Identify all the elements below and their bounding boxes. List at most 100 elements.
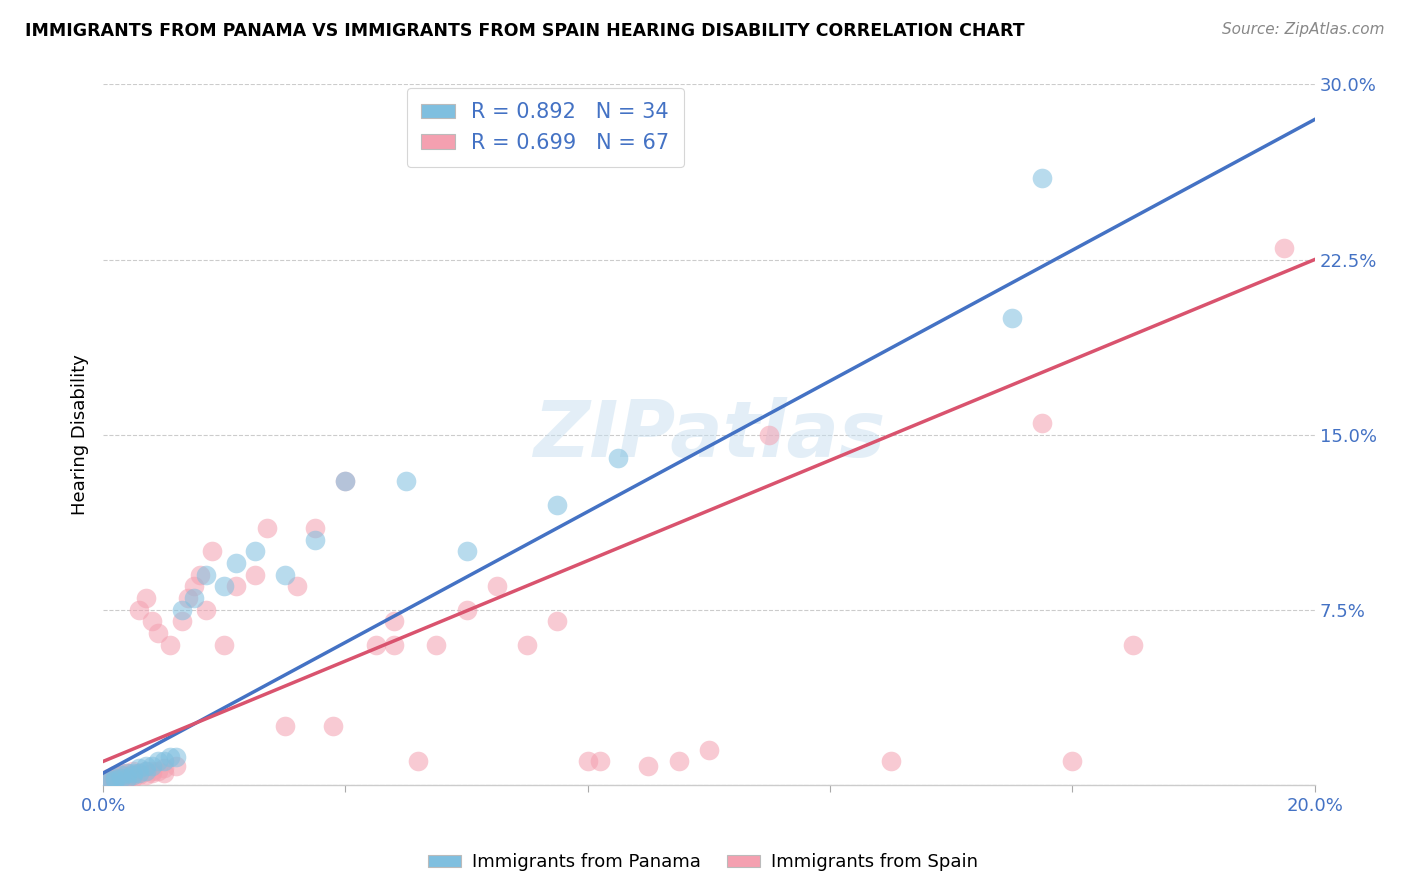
Point — [152, 766, 174, 780]
Point — [516, 638, 538, 652]
Point — [141, 759, 163, 773]
Point — [322, 719, 344, 733]
Point — [110, 773, 132, 788]
Point — [668, 755, 690, 769]
Point — [225, 556, 247, 570]
Point — [170, 602, 193, 616]
Point — [98, 775, 121, 789]
Point — [98, 773, 121, 788]
Point — [243, 567, 266, 582]
Point — [152, 761, 174, 775]
Point — [304, 521, 326, 535]
Point — [195, 602, 218, 616]
Point — [456, 602, 478, 616]
Point — [425, 638, 447, 652]
Text: IMMIGRANTS FROM PANAMA VS IMMIGRANTS FROM SPAIN HEARING DISABILITY CORRELATION C: IMMIGRANTS FROM PANAMA VS IMMIGRANTS FRO… — [25, 22, 1025, 40]
Point — [576, 755, 599, 769]
Point — [879, 755, 901, 769]
Point — [117, 766, 139, 780]
Point — [256, 521, 278, 535]
Point — [274, 567, 297, 582]
Point — [128, 602, 150, 616]
Point — [165, 759, 187, 773]
Point — [395, 475, 418, 489]
Point — [201, 544, 224, 558]
Point — [128, 766, 150, 780]
Point — [225, 579, 247, 593]
Legend: R = 0.892   N = 34, R = 0.699   N = 67: R = 0.892 N = 34, R = 0.699 N = 67 — [406, 87, 683, 168]
Point — [128, 761, 150, 775]
Point — [104, 773, 127, 788]
Point — [146, 764, 169, 778]
Point — [110, 771, 132, 785]
Point — [141, 766, 163, 780]
Point — [243, 544, 266, 558]
Point — [110, 768, 132, 782]
Point — [104, 773, 127, 788]
Point — [117, 773, 139, 788]
Point — [1274, 241, 1296, 255]
Point — [406, 755, 429, 769]
Point — [637, 759, 659, 773]
Point — [135, 591, 157, 605]
Point — [607, 450, 630, 465]
Point — [110, 766, 132, 780]
Point — [1031, 416, 1053, 430]
Point — [122, 768, 145, 782]
Point — [122, 766, 145, 780]
Point — [110, 771, 132, 785]
Point — [758, 427, 780, 442]
Point — [304, 533, 326, 547]
Point — [188, 567, 211, 582]
Point — [214, 638, 236, 652]
Point — [104, 771, 127, 785]
Point — [98, 771, 121, 785]
Legend: Immigrants from Panama, Immigrants from Spain: Immigrants from Panama, Immigrants from … — [420, 847, 986, 879]
Point — [335, 475, 357, 489]
Point — [104, 775, 127, 789]
Point — [1062, 755, 1084, 769]
Point — [335, 475, 357, 489]
Point — [135, 764, 157, 778]
Point — [589, 755, 612, 769]
Point — [122, 764, 145, 778]
Point — [141, 764, 163, 778]
Point — [122, 768, 145, 782]
Point — [364, 638, 387, 652]
Point — [98, 773, 121, 788]
Point — [546, 615, 568, 629]
Point — [135, 764, 157, 778]
Y-axis label: Hearing Disability: Hearing Disability — [72, 354, 89, 515]
Point — [183, 591, 205, 605]
Text: Source: ZipAtlas.com: Source: ZipAtlas.com — [1222, 22, 1385, 37]
Point — [117, 771, 139, 785]
Point — [456, 544, 478, 558]
Point — [1001, 310, 1024, 325]
Point — [285, 579, 308, 593]
Point — [128, 766, 150, 780]
Point — [170, 615, 193, 629]
Point — [195, 567, 218, 582]
Point — [546, 498, 568, 512]
Point — [382, 615, 405, 629]
Point — [274, 719, 297, 733]
Point — [146, 755, 169, 769]
Point — [117, 766, 139, 780]
Text: ZIPatlas: ZIPatlas — [533, 397, 884, 473]
Point — [697, 743, 720, 757]
Point — [110, 768, 132, 782]
Point — [159, 749, 181, 764]
Point — [159, 638, 181, 652]
Point — [141, 615, 163, 629]
Point — [98, 775, 121, 789]
Point — [177, 591, 200, 605]
Point — [146, 626, 169, 640]
Point — [128, 768, 150, 782]
Point — [165, 749, 187, 764]
Point — [1031, 170, 1053, 185]
Point — [135, 768, 157, 782]
Point — [183, 579, 205, 593]
Point — [214, 579, 236, 593]
Point — [382, 638, 405, 652]
Point — [104, 771, 127, 785]
